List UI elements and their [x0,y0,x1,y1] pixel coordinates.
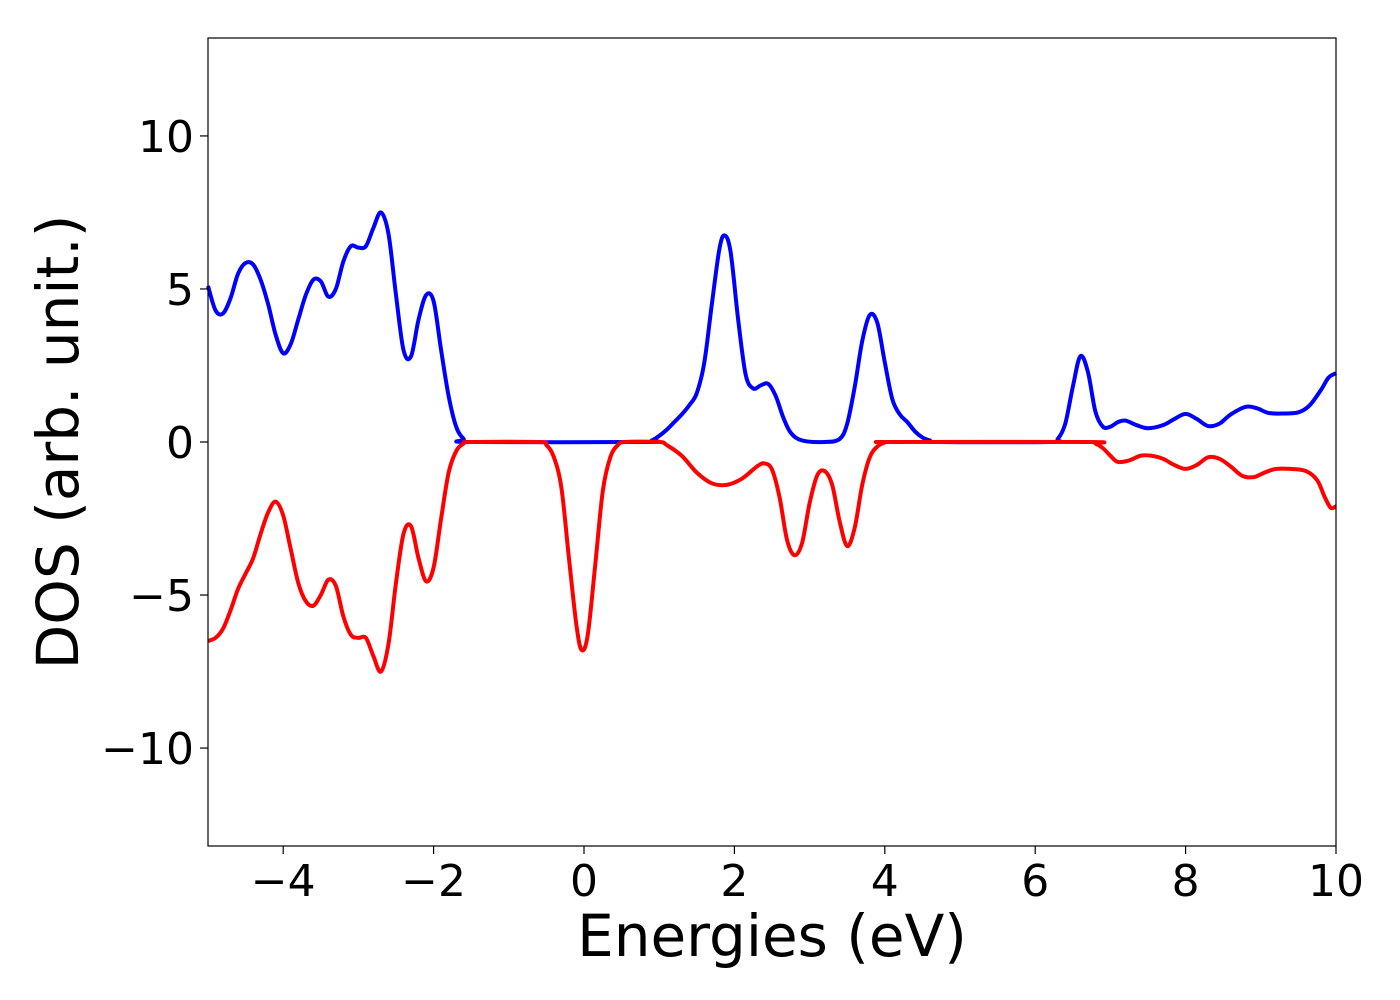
x-tick-label: 2 [720,856,748,907]
series-line-1 [207,439,1337,674]
x-tick-label: −2 [401,856,466,907]
y-tick-label: −5 [129,571,194,622]
x-axis-label: Energies (eV) [577,902,967,970]
y-tick-label: 0 [166,418,194,469]
x-tick-label: 6 [1021,856,1049,907]
y-tick-label: −10 [101,724,194,775]
x-tick-label: 4 [871,856,899,907]
y-tick-label: 5 [166,265,194,316]
plot-background [208,38,1336,846]
x-tick-label: −4 [251,856,316,907]
x-tick-label: 8 [1172,856,1200,907]
x-tick-label: 0 [570,856,598,907]
series-line-0 [206,210,1338,445]
series-layer [206,210,1338,674]
y-axis-ticks: −10 −5 0 5 10 [101,112,208,775]
x-tick-label: 10 [1308,856,1364,907]
x-axis-ticks: −4 −2 0 2 4 6 8 10 [251,846,1364,907]
y-axis-label: DOS (arb. unit.) [24,215,92,670]
y-tick-label: 10 [138,112,194,163]
